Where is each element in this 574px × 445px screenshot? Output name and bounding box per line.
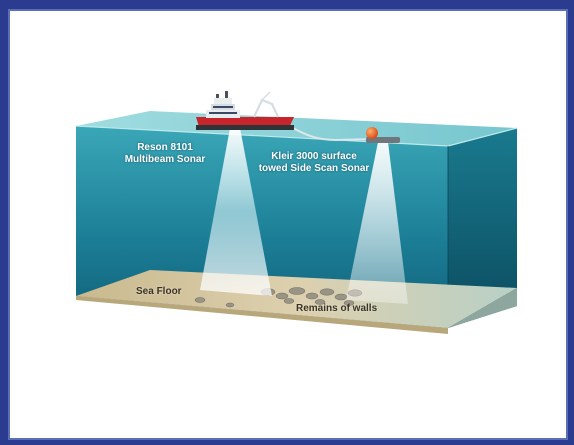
side-scan-sonar-beam <box>346 142 408 304</box>
multibeam-label-line1: Reson 8101 <box>137 142 193 153</box>
side-scan-towfish <box>366 127 400 143</box>
sea-floor <box>76 270 517 334</box>
multibeam-label-line2: Multibeam Sonar <box>124 154 206 165</box>
multibeam-sonar-beam <box>200 128 272 296</box>
remains-of-walls-label: Remains of walls <box>296 303 378 314</box>
side-scan-label-line2: towed Side Scan Sonar <box>258 163 370 174</box>
wall-remains <box>194 287 363 308</box>
survey-vessel-icon <box>196 91 294 130</box>
sea-floor-label: Sea Floor <box>136 286 182 297</box>
water-side-face <box>448 128 517 328</box>
water-surface <box>76 111 517 146</box>
multibeam-sonar-label: Reson 8101 Multibeam Sonar <box>122 142 208 166</box>
side-scan-label-line1: Kleir 3000 surface <box>271 151 357 162</box>
side-scan-sonar-label: Kleir 3000 surface towed Side Scan Sonar <box>254 151 374 175</box>
